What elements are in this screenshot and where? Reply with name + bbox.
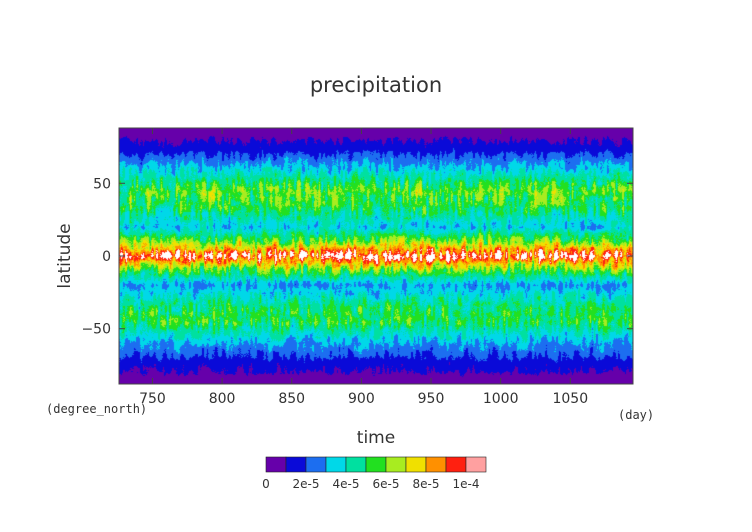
colorbar-swatch bbox=[445, 456, 467, 473]
x-tick-label: 1000 bbox=[483, 391, 519, 407]
colorbar-swatch bbox=[285, 456, 307, 473]
colorbar-label: 2e-5 bbox=[293, 477, 320, 491]
colorbar-swatch bbox=[365, 456, 387, 473]
x-tick-label: 850 bbox=[278, 391, 305, 407]
colorbar: 0 2e-5 4e-5 6e-5 8e-5 1e-4 bbox=[262, 456, 487, 491]
y-tick-label: 50 bbox=[93, 176, 111, 192]
y-tick-label: −50 bbox=[81, 322, 111, 338]
colorbar-label: 0 bbox=[262, 477, 270, 491]
x-tick-label: 1050 bbox=[552, 391, 588, 407]
colorbar-label: 8e-5 bbox=[413, 477, 440, 491]
colorbar-swatch bbox=[385, 456, 407, 473]
x-tick-label: 950 bbox=[418, 391, 445, 407]
heatmap-field bbox=[119, 128, 633, 384]
colorbar-swatch bbox=[405, 456, 427, 473]
x-axis-ticks: 750 800 850 900 950 1000 1050 bbox=[139, 128, 588, 407]
colorbar-label: 4e-5 bbox=[333, 477, 360, 491]
colorbar-swatch bbox=[305, 456, 327, 473]
x-axis-label: time bbox=[357, 428, 395, 448]
y-axis-label: latitude bbox=[55, 223, 75, 288]
x-tick-label: 900 bbox=[348, 391, 375, 407]
colorbar-swatch bbox=[465, 456, 487, 473]
x-axis-unit: (day) bbox=[618, 408, 654, 422]
colorbar-label: 1e-4 bbox=[453, 477, 480, 491]
colorbar-swatch bbox=[425, 456, 447, 473]
y-tick-label: 0 bbox=[102, 249, 111, 265]
colorbar-swatch bbox=[265, 456, 287, 473]
y-axis-unit: (degree_north) bbox=[46, 402, 147, 416]
colorbar-swatch bbox=[345, 456, 367, 473]
y-axis-ticks: 50 0 −50 bbox=[81, 176, 633, 338]
x-tick-label: 750 bbox=[139, 391, 166, 407]
heatmap-image bbox=[119, 128, 633, 384]
colorbar-swatch bbox=[325, 456, 347, 473]
colorbar-label: 6e-5 bbox=[373, 477, 400, 491]
x-tick-label: 800 bbox=[209, 391, 236, 407]
chart-title: precipitation bbox=[310, 73, 442, 97]
